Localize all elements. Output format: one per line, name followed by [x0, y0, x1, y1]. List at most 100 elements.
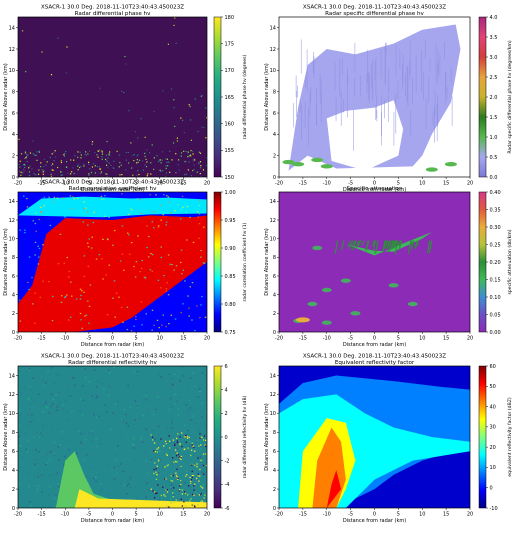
x-tick-label: -5 — [348, 181, 353, 187]
colorbar-tick-label: 0.25 — [490, 242, 501, 248]
colorbar-tick-label: 180 — [225, 15, 235, 21]
y-tick-label: 14 — [9, 25, 15, 31]
y-tick-label: 10 — [9, 236, 15, 242]
colorbar-label: radar differential reflectivity hv (dB) — [242, 395, 248, 478]
colorbar-tick-label: 165 — [225, 95, 235, 101]
y-tick-label: 14 — [270, 199, 276, 205]
y-tick-label: 4 — [273, 292, 276, 298]
colorbar-tick-label: 1.00 — [225, 190, 236, 196]
chart-title: XSACR-1 30.0 Deg. 2018-11-10T23:40:43.45… — [41, 5, 184, 11]
chart-panel: XSACR-1 30.0 Deg. 2018-11-10T23:40:43.45… — [3, 5, 248, 194]
colorbar-tick-label: 0.15 — [490, 277, 501, 283]
y-tick-label: 6 — [12, 111, 15, 117]
x-tick-label: 0 — [111, 512, 114, 518]
y-tick-label: 4 — [12, 468, 15, 474]
y-tick-label: 0 — [12, 330, 15, 336]
chart-title: XSACR-1 30.0 Deg. 2018-11-10T23:40:43.45… — [303, 5, 446, 11]
chart-subtitle: Radar specific differential phase hv — [325, 11, 424, 17]
y-tick-label: 0 — [273, 175, 276, 181]
colorbar-tick-label: -10 — [490, 506, 498, 512]
y-tick-label: 12 — [9, 47, 15, 53]
x-tick-label: 15 — [443, 512, 449, 518]
x-tick-label: -15 — [38, 181, 46, 187]
colorbar-tick-label: 175 — [225, 41, 235, 47]
y-tick-label: 0 — [273, 330, 276, 336]
colorbar-tick-label: 0.10 — [490, 295, 501, 301]
y-tick-label: 4 — [12, 132, 15, 138]
colorbar-label: Radar specific differential phase hv (de… — [507, 40, 513, 154]
colorbar-tick-label: 10 — [490, 465, 496, 471]
y-tick-label: 6 — [12, 274, 15, 280]
y-tick-label: 2 — [12, 153, 15, 159]
colorbar — [213, 16, 222, 178]
x-tick-label: 20 — [204, 181, 210, 187]
y-tick-label: 10 — [270, 68, 276, 74]
x-tick-label: -20 — [275, 512, 283, 518]
chart-subtitle: Radar correlation coefficient hv — [69, 186, 158, 192]
colorbar-tick-label: 4.0 — [490, 15, 498, 21]
colorbar-tick-label: 1.0 — [490, 135, 498, 141]
colorbar-tick-label: -2 — [225, 458, 230, 464]
colorbar-tick-label: 0.0 — [490, 175, 498, 181]
y-axis-label: Distance Above radar (km) — [3, 403, 9, 470]
x-tick-label: -20 — [275, 336, 283, 342]
y-tick-label: 12 — [270, 47, 276, 53]
colorbar-tick-label: 2.0 — [490, 95, 498, 101]
y-tick-label: 0 — [12, 506, 15, 512]
colorbar-tick-label: 0.00 — [490, 330, 501, 336]
colorbar-tick-label: 0.35 — [490, 207, 501, 213]
chart-subtitle: Specific attenuation — [346, 186, 402, 192]
y-tick-label: 4 — [12, 292, 15, 298]
y-tick-label: 10 — [270, 411, 276, 417]
x-tick-label: -15 — [299, 512, 307, 518]
x-tick-label: -10 — [61, 181, 69, 187]
x-tick-label: 0 — [373, 336, 376, 342]
y-axis-label: Distance Above radar (km) — [3, 228, 9, 295]
y-tick-label: 10 — [9, 411, 15, 417]
colorbar — [478, 365, 487, 509]
x-tick-label: 10 — [419, 336, 425, 342]
x-tick-label: 5 — [397, 512, 400, 518]
colorbar-tick-label: 0.85 — [225, 274, 236, 280]
x-tick-label: -15 — [299, 336, 307, 342]
y-tick-label: 8 — [12, 255, 15, 261]
x-tick-label: -15 — [38, 336, 46, 342]
x-tick-label: 15 — [180, 336, 186, 342]
x-tick-label: 15 — [180, 181, 186, 187]
colorbar-tick-label: 0 — [225, 435, 228, 441]
x-axis-label: Distance from radar (km) — [81, 187, 144, 193]
y-tick-label: 4 — [273, 132, 276, 138]
x-tick-label: -20 — [14, 181, 22, 187]
colorbar-tick-label: 0.75 — [225, 330, 236, 336]
colorbar-tick-label: 20 — [490, 445, 496, 451]
x-tick-label: 10 — [157, 512, 163, 518]
x-tick-label: 0 — [111, 181, 114, 187]
chart-title: XSACR-1 30.0 Deg. 2018-11-10T23:40:43.45… — [41, 180, 184, 186]
x-tick-label: 5 — [397, 336, 400, 342]
y-tick-label: 10 — [270, 236, 276, 242]
x-tick-label: 0 — [373, 512, 376, 518]
chart-title: XSACR-1 30.0 Deg. 2018-11-10T23:40:43.45… — [303, 354, 446, 360]
colorbar-tick-label: 40 — [490, 404, 496, 410]
heatmap-field — [18, 17, 207, 177]
x-tick-label: -10 — [323, 512, 331, 518]
y-tick-label: 4 — [273, 468, 276, 474]
y-tick-label: 2 — [273, 487, 276, 493]
colorbar-tick-label: 2.5 — [490, 75, 498, 81]
y-tick-label: 6 — [273, 449, 276, 455]
x-tick-label: 5 — [135, 512, 138, 518]
colorbar-tick-label: 0.5 — [490, 155, 498, 161]
chart-panel: XSACR-1 30.0 Deg. 2018-11-10T23:40:43.45… — [3, 354, 248, 525]
y-tick-label: 14 — [270, 373, 276, 379]
colorbar-tick-label: 6 — [225, 364, 228, 370]
heatmap-field — [279, 192, 470, 332]
y-tick-label: 2 — [12, 311, 15, 317]
chart-panel: XSACR-1 30.0 Deg. 2018-11-10T23:40:43.45… — [264, 5, 513, 194]
x-tick-label: -5 — [86, 336, 91, 342]
x-tick-label: -10 — [323, 336, 331, 342]
x-tick-label: 5 — [397, 181, 400, 187]
heatmap-field — [279, 366, 470, 508]
x-tick-label: 10 — [157, 181, 163, 187]
y-tick-label: 8 — [12, 89, 15, 95]
y-axis-label: Distance Above radar (km) — [264, 403, 270, 470]
